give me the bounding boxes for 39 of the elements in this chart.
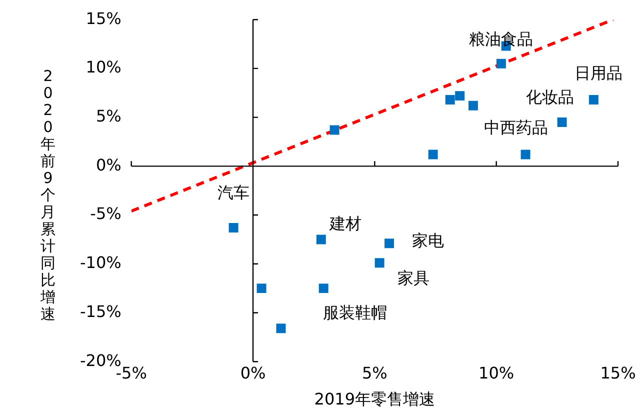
- text: 2020年前9个月累计同比增速: [40, 66, 56, 322]
- point: [445, 94, 455, 104]
- y-tick-label: -5%: [90, 204, 122, 224]
- point: [428, 150, 438, 160]
- x-tick-label: 5%: [362, 363, 388, 382]
- point: [256, 284, 266, 294]
- point: [316, 234, 326, 244]
- annotation: 中西药品: [484, 118, 548, 138]
- annotation: 汽车: [218, 183, 250, 202]
- x-tick-label: 0%: [240, 363, 266, 382]
- x-tick-label: 15%: [600, 363, 636, 382]
- point: [228, 222, 238, 232]
- annotation: 化妆品: [526, 87, 574, 106]
- y-tick-label: 15%: [86, 8, 122, 28]
- point: [557, 117, 567, 127]
- y-tick-label: -20%: [80, 350, 122, 370]
- x-tick-label: 10%: [478, 363, 514, 382]
- y-tick-label: 0%: [96, 155, 122, 174]
- point: [455, 91, 465, 101]
- y-tick-label: -15%: [80, 302, 122, 321]
- annotation: 建材: [328, 214, 362, 233]
- annotation: 家具: [398, 268, 430, 288]
- point: [588, 94, 598, 104]
- point: [520, 150, 530, 160]
- y-tick-label: 10%: [86, 58, 122, 77]
- point: [468, 100, 478, 110]
- annotation: 服装鞋帽: [323, 302, 388, 322]
- point: [330, 125, 340, 135]
- annotation: 日用品: [574, 63, 623, 82]
- y-tick-label: -10%: [80, 253, 122, 272]
- y-tick-label: 5%: [96, 106, 122, 126]
- x-axis-title: 2019年零售增速: [314, 390, 436, 409]
- point: [496, 58, 506, 68]
- point: [318, 284, 328, 294]
- point: [276, 324, 286, 334]
- annotation: 粮油食品: [469, 29, 534, 48]
- point: [384, 238, 394, 248]
- point: [374, 258, 384, 268]
- annotation: 家电: [412, 231, 444, 250]
